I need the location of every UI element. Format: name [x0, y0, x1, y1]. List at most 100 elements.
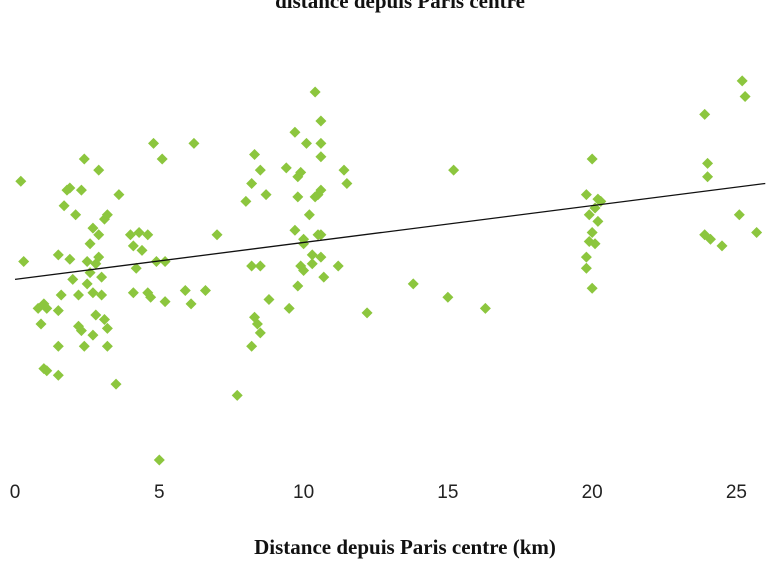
scatter-point	[96, 289, 108, 301]
scatter-point	[153, 454, 165, 466]
scatter-point	[87, 222, 99, 234]
scatter-point	[702, 157, 714, 169]
scatter-point	[589, 238, 601, 250]
scatter-point	[148, 137, 160, 149]
scatter-point	[306, 249, 318, 261]
scatter-point	[87, 329, 99, 341]
scatter-point	[249, 148, 261, 160]
scatter-point	[586, 227, 598, 239]
x-tick-label: 10	[293, 482, 314, 503]
scatter-point	[101, 209, 113, 221]
scatter-point	[87, 287, 99, 299]
scatter-point	[586, 282, 598, 294]
scatter-point	[260, 189, 272, 201]
scatter-point	[130, 262, 142, 274]
scatter-point	[338, 164, 350, 176]
scatter-point	[251, 318, 263, 330]
scatter-point	[699, 108, 711, 120]
scatter-point	[93, 164, 105, 176]
scatter-point	[156, 153, 168, 165]
scatter-point	[583, 209, 595, 221]
scatter-point	[98, 314, 110, 326]
scatter-point	[246, 260, 258, 272]
scatter-point	[41, 365, 53, 377]
scatter-point	[448, 164, 460, 176]
scatter-point	[702, 171, 714, 183]
scatter-point	[159, 256, 171, 268]
x-tick-label: 5	[154, 482, 165, 503]
scatter-point	[145, 291, 157, 303]
scatter-point	[254, 260, 266, 272]
scatter-point	[442, 291, 454, 303]
chart-title: distance depuis Paris centre	[275, 0, 525, 13]
scatter-point	[315, 115, 327, 127]
scatter-point	[315, 251, 327, 263]
scatter-point	[303, 209, 315, 221]
scatter-point	[78, 153, 90, 165]
scatter-point	[289, 224, 301, 236]
scatter-point	[127, 240, 139, 252]
scatter-point	[179, 285, 191, 297]
scatter-point	[52, 369, 64, 381]
scatter-point	[75, 184, 87, 196]
scatter-point	[298, 264, 310, 276]
scatter-point	[280, 162, 292, 174]
scatter-point	[58, 200, 70, 212]
scatter-point	[240, 195, 252, 207]
scatter-point	[479, 302, 491, 314]
x-axis-label: Distance depuis Paris centre (km)	[254, 535, 556, 559]
scatter-point	[124, 229, 136, 241]
scatter-point	[96, 271, 108, 283]
scatter-point	[93, 251, 105, 263]
scatter-point	[592, 215, 604, 227]
scatter-point	[52, 249, 64, 261]
scatter-point	[332, 260, 344, 272]
scatter-point	[315, 137, 327, 149]
scatter-point	[90, 309, 102, 321]
x-tick-label: 20	[582, 482, 603, 503]
scatter-point	[315, 229, 327, 241]
scatter-point	[113, 189, 125, 201]
scatter-point	[67, 273, 79, 285]
scatter-point	[75, 325, 87, 337]
scatter-point	[292, 280, 304, 292]
scatter-point	[739, 91, 751, 103]
scatter-point	[580, 262, 592, 274]
scatter-point	[188, 137, 200, 149]
scatter-point	[716, 240, 728, 252]
scatter-point	[199, 285, 211, 297]
scatter-point	[159, 296, 171, 308]
scatter-point	[52, 340, 64, 352]
scatter-point	[315, 151, 327, 163]
scatter-point	[292, 191, 304, 203]
scatter-point	[133, 227, 145, 239]
scatter-point	[101, 340, 113, 352]
scatter-point	[407, 278, 419, 290]
x-tick-label: 15	[437, 482, 458, 503]
scatter-point	[361, 307, 373, 319]
scatter-point	[751, 227, 763, 239]
scatter-point	[81, 256, 93, 268]
scatter-point	[70, 209, 82, 221]
scatter-point	[110, 378, 122, 390]
scatter-point	[64, 253, 76, 265]
scatter-point	[15, 175, 27, 187]
scatter-point	[35, 318, 47, 330]
scatter-point	[315, 184, 327, 196]
scatter-point	[580, 189, 592, 201]
scatter-point	[127, 287, 139, 299]
scatter-point	[283, 302, 295, 314]
scatter-point	[41, 302, 53, 314]
scatter-point	[142, 229, 154, 241]
scatter-point	[586, 153, 598, 165]
scatter-point	[81, 278, 93, 290]
scatter-point	[18, 256, 30, 268]
x-tick-label: 25	[726, 482, 747, 503]
scatter-point	[78, 340, 90, 352]
scatter-point	[55, 289, 67, 301]
x-tick-label: 0	[10, 482, 21, 503]
scatter-point	[704, 233, 716, 245]
scatter-point	[733, 209, 745, 221]
scatter-point	[580, 251, 592, 263]
